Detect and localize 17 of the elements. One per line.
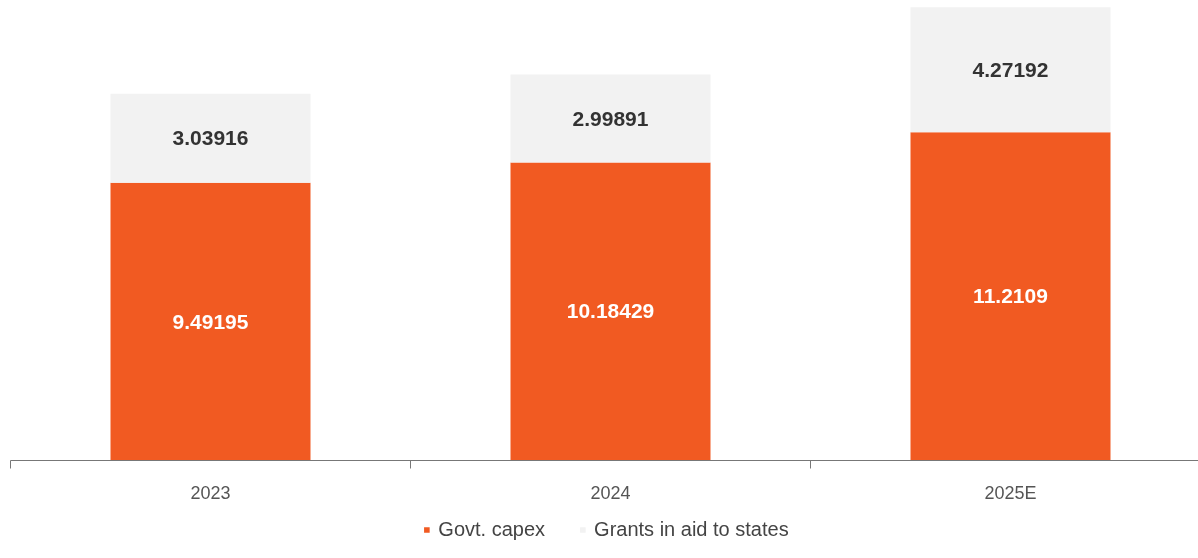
legend-label: Govt. capex [438, 517, 546, 541]
bar [510, 74, 711, 163]
data-label: 9.49195 [172, 309, 249, 333]
x-tick-label: 2024 [590, 482, 631, 503]
x-tick-label: 2025E [984, 482, 1037, 503]
data-label: 4.27192 [972, 57, 1049, 81]
bar [910, 7, 1111, 133]
data-label: 3.03916 [172, 126, 249, 150]
bar [110, 93, 311, 183]
legend-label: Grants in aid to states [594, 517, 789, 541]
data-label: 10.18429 [566, 299, 655, 323]
bar [510, 162, 711, 461]
x-tick-label: 2023 [190, 482, 231, 503]
bar [910, 132, 1111, 461]
bar [110, 182, 311, 461]
data-label: 2.99891 [572, 106, 649, 130]
data-label: 11.2109 [973, 284, 1048, 308]
